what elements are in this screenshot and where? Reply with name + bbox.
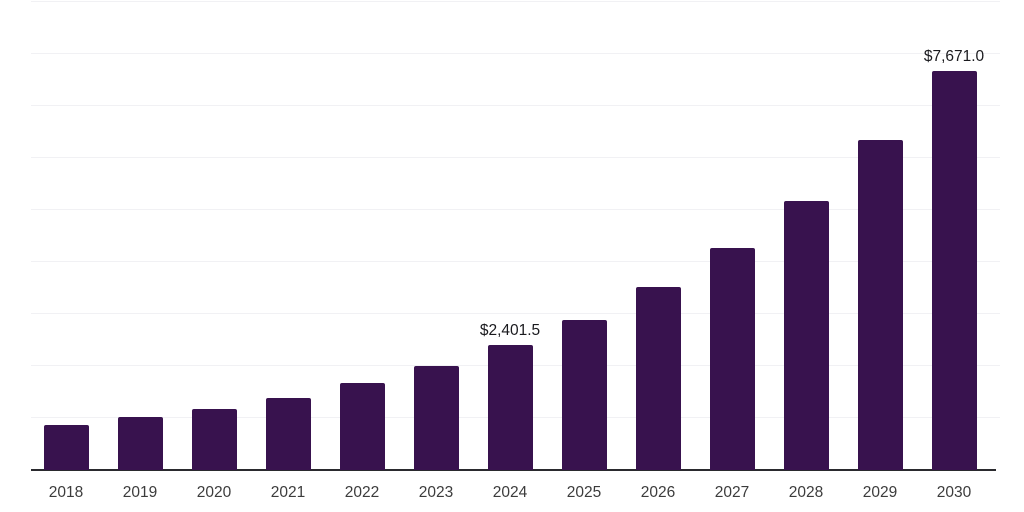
x-tick-label-2022: 2022 (344, 484, 380, 501)
x-tick-label-2027: 2027 (714, 484, 750, 501)
gridline (31, 313, 1000, 314)
bar-2026 (635, 287, 681, 470)
bar-2020 (191, 409, 237, 470)
bar-value-label-2030: $7,671.0 (923, 48, 985, 66)
x-axis-tick-labels: 2018 2019 2020 2021 2022 2023 2024 2025 2026 2027… (31, 483, 1000, 505)
gridline (31, 1, 1000, 2)
x-tick-label-2019: 2019 (122, 484, 158, 501)
gridline (31, 53, 1000, 54)
x-tick-label-2026: 2026 (640, 484, 676, 501)
bar-2028 (783, 200, 829, 470)
bar-2018 (43, 425, 89, 470)
x-tick-label-2025: 2025 (566, 484, 602, 501)
x-tick-label-2021: 2021 (270, 484, 306, 501)
bar-2023 (413, 366, 459, 470)
bar-2030 (931, 71, 977, 470)
x-tick-label-2029: 2029 (862, 484, 898, 501)
bar-2025 (561, 319, 607, 470)
gridline (31, 157, 1000, 158)
x-tick-label-2028: 2028 (788, 484, 824, 501)
bar-2027 (709, 248, 755, 470)
gridline (31, 105, 1000, 106)
gridline (31, 209, 1000, 210)
x-tick-label-2030: 2030 (936, 484, 972, 501)
bar-2022 (339, 383, 385, 470)
bar-2021 (265, 397, 311, 470)
gridline (31, 261, 1000, 262)
bar-2019 (117, 417, 163, 470)
bar-value-label-2024: $2,401.5 (479, 322, 541, 340)
x-tick-label-2024: 2024 (492, 484, 528, 501)
bar-2029 (857, 139, 903, 470)
x-axis-line (31, 469, 997, 471)
plot-area: $2,401.5 $7,671.0 (31, 1, 1000, 471)
x-tick-label-2023: 2023 (418, 484, 454, 501)
x-tick-label-2018: 2018 (48, 484, 84, 501)
x-tick-label-2020: 2020 (196, 484, 232, 501)
bar-2024 (487, 345, 533, 470)
